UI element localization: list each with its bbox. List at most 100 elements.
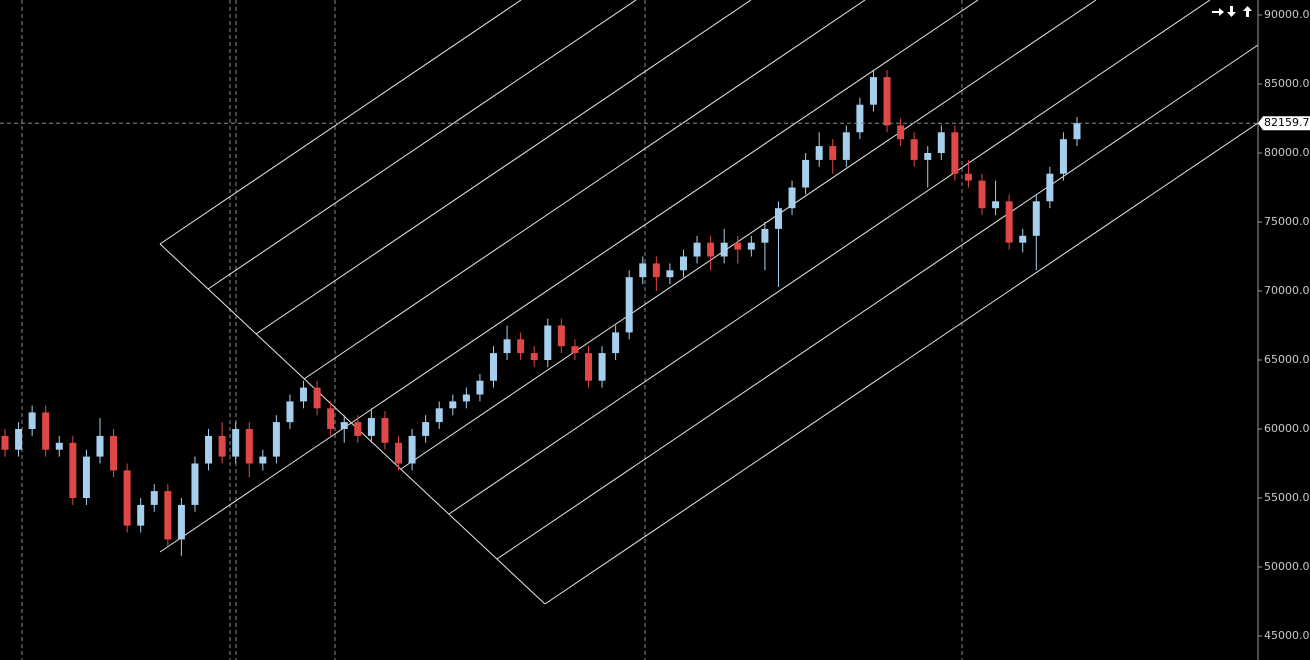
fork-line <box>159 0 522 245</box>
candle-body <box>245 429 253 464</box>
candle-body <box>978 180 986 209</box>
fork-line <box>255 0 752 335</box>
candle-body <box>625 277 633 333</box>
candle-body <box>381 417 389 443</box>
candle-body <box>1032 201 1040 236</box>
candle-body <box>137 504 145 526</box>
fork-line <box>544 122 1259 605</box>
candle-body <box>340 422 348 430</box>
candle-body <box>1073 123 1081 140</box>
fork-line <box>496 44 1259 560</box>
candle-body <box>652 263 660 278</box>
candle-body <box>992 201 1000 209</box>
candle-body <box>422 422 430 436</box>
y-tick-label: 75000.0 <box>1264 215 1310 228</box>
candle-body <box>205 435 213 464</box>
candle-body <box>313 387 321 409</box>
candle-body <box>639 263 647 278</box>
y-tick-label: 45000.0 <box>1264 629 1310 642</box>
scroll-up-button[interactable] <box>1243 6 1252 17</box>
candle-body <box>883 77 891 126</box>
y-tick-label: 65000.0 <box>1264 353 1310 366</box>
candle-body <box>964 173 972 181</box>
candle-body <box>15 429 23 450</box>
last-price-label: 82159.7 <box>1264 116 1310 129</box>
y-tick-label: 90000.0 <box>1264 8 1310 21</box>
candle-body <box>272 422 280 457</box>
candle-body <box>449 401 457 409</box>
candle-body <box>503 339 511 354</box>
candle-body <box>96 435 104 457</box>
candle-body <box>584 353 592 381</box>
candle-body <box>367 417 375 436</box>
chart-controls[interactable] <box>1212 6 1252 17</box>
candle-body <box>788 187 796 209</box>
candle-body <box>937 132 945 154</box>
candle-body <box>517 339 525 354</box>
candle-body <box>1059 139 1067 174</box>
y-tick-label: 85000.0 <box>1264 77 1310 90</box>
y-tick-label: 50000.0 <box>1264 560 1310 573</box>
fork-line <box>207 0 637 290</box>
candle-body <box>164 491 172 540</box>
candle-body <box>897 125 905 140</box>
time-grid <box>21 0 963 660</box>
candle-body <box>1019 235 1027 243</box>
scroll-down-button[interactable] <box>1227 6 1236 17</box>
candle-body <box>110 435 118 471</box>
candle-body <box>747 242 755 250</box>
candle-body <box>761 228 769 243</box>
candle-body <box>666 270 674 278</box>
candle-body <box>476 380 484 395</box>
candle-body <box>408 435 416 464</box>
candle-body <box>462 394 470 402</box>
candle-body <box>82 456 90 499</box>
candle-body <box>354 422 362 436</box>
candle-body <box>490 353 498 381</box>
candle-body <box>815 146 823 160</box>
candle-body <box>951 132 959 174</box>
fork-line <box>159 243 546 605</box>
candle-body <box>435 408 443 423</box>
candle-body <box>707 242 715 257</box>
y-tick-label: 70000.0 <box>1264 284 1310 297</box>
candle-body <box>28 412 36 430</box>
pitchfork <box>159 0 1259 605</box>
candle-body <box>734 242 742 250</box>
fork-line <box>159 0 979 553</box>
candle-body <box>571 346 579 354</box>
price-axis: 45000.0 50000.0 55000.0 60000.0 65000.0 70000… <box>0 8 1310 642</box>
scroll-right-button[interactable] <box>1212 8 1224 16</box>
candle-body <box>679 256 687 271</box>
candle-body <box>69 442 77 499</box>
fork-line <box>303 0 866 380</box>
candle-body <box>829 146 837 160</box>
candle-body <box>856 104 864 133</box>
candle-body <box>924 153 932 160</box>
candle-body <box>1 435 9 450</box>
candle-body <box>177 504 185 540</box>
candles <box>1 70 1081 556</box>
fork-line <box>400 0 1097 470</box>
last-price-tag <box>1258 116 1310 131</box>
candle-body <box>557 325 565 347</box>
candle-body <box>232 429 240 457</box>
candle-body <box>300 387 308 402</box>
candle-body <box>123 470 131 526</box>
candle-body <box>1046 173 1054 202</box>
candle-body <box>395 442 403 464</box>
candle-body <box>842 132 850 160</box>
candle-body <box>544 325 552 361</box>
candle-body <box>612 332 620 354</box>
candle-body <box>259 456 267 464</box>
candle-body <box>530 353 538 361</box>
candle-body <box>327 408 335 430</box>
candle-body <box>774 208 782 229</box>
candle-body <box>218 435 226 457</box>
candle-body <box>286 401 294 423</box>
candle-body <box>869 77 877 105</box>
candle-body <box>55 442 63 450</box>
candle-body <box>720 242 728 257</box>
